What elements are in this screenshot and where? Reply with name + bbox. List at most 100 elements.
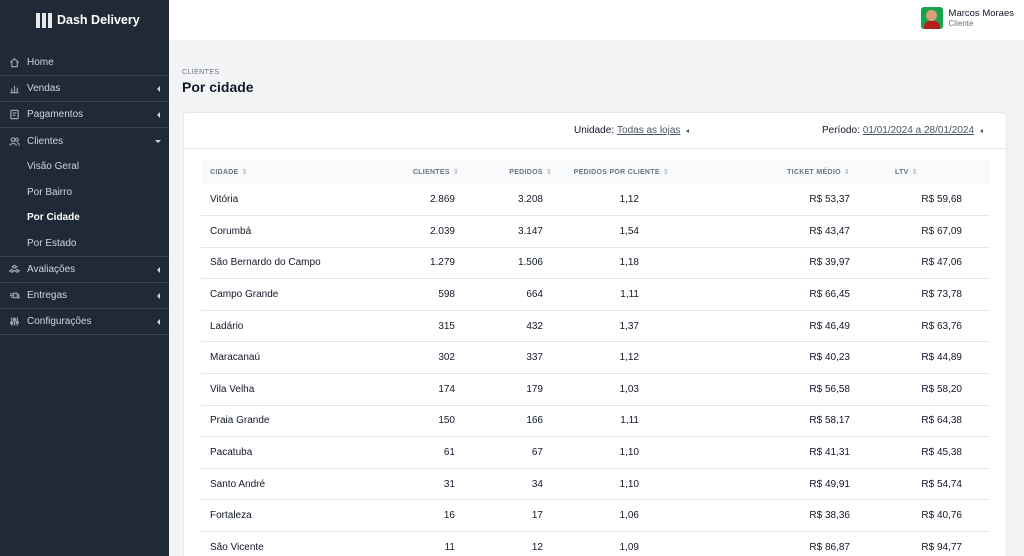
unidade-select[interactable]: Todas as lojas — [617, 125, 681, 136]
table-row[interactable]: Fortaleza 16 17 1,06 R$ 38,36 R$ 40,76 — [201, 500, 990, 532]
cell-cidade: Vitória — [210, 194, 239, 206]
user-menu[interactable]: Marcos Moraes Cliente — [920, 7, 1014, 29]
cell-cidade: Corumbá — [210, 225, 252, 237]
table-header-row: CIDADE ⇕ CLIENTES ⇕ PEDIDOS ⇕ PEDIDOS POR C… — [201, 160, 990, 184]
sidebar-item-pagamentos[interactable]: Pagamentos — [0, 102, 169, 128]
cell-cidade: Campo Grande — [210, 289, 279, 301]
unidade-label: Unidade: — [574, 125, 615, 136]
sidebar-item-label: Entregas — [27, 290, 68, 301]
table-row[interactable]: Pacatuba 61 67 1,10 R$ 41,31 R$ 45,38 — [201, 437, 990, 469]
cell-clientes: 2.039 — [429, 225, 455, 237]
cell-clientes: 174 — [438, 383, 455, 395]
cell-clientes: 16 — [443, 510, 455, 522]
sidebar-item-vendas[interactable]: Vendas — [0, 76, 169, 102]
sliders-icon — [8, 316, 20, 328]
cell-cidade: São Vicente — [210, 541, 264, 553]
column-header-cidade[interactable]: CIDADE ⇕ — [210, 169, 248, 176]
cell-ticket-medio: R$ 58,17 — [809, 415, 850, 427]
table-row[interactable]: Corumbá 2.039 3.147 1,54 R$ 43,47 R$ 67,09 — [201, 216, 990, 248]
avatar — [920, 7, 943, 29]
chevron-left-icon — [157, 267, 160, 273]
sidebar-item-label: Clientes — [27, 135, 64, 147]
cell-pedidos-por-cliente: 1,10 — [619, 478, 639, 490]
filters-bar: Unidade: Todas as lojas Período: 01/01/2… — [184, 113, 1006, 149]
sidebar-item-clientes[interactable]: Clientes — [0, 128, 169, 154]
chevron-left-icon — [157, 112, 160, 118]
cell-pedidos-por-cliente: 1,11 — [620, 415, 639, 427]
sort-icon: ⇕ — [662, 169, 669, 176]
sidebar-item-home[interactable]: Home — [0, 50, 169, 76]
periodo-select[interactable]: 01/01/2024 a 28/01/2024 — [862, 125, 975, 136]
chart-bar-icon — [8, 83, 20, 95]
sidebar-item-avaliacoes[interactable]: Avaliações — [0, 257, 169, 283]
table-body: Vitória 2.869 3.208 1,12 R$ 53,37 R$ 59,68 Cor… — [201, 184, 990, 556]
unidade-filter: Unidade: Todas as lojas — [574, 125, 690, 136]
sort-icon: ⇕ — [545, 169, 552, 176]
cell-pedidos: 432 — [526, 320, 543, 332]
table-row[interactable]: Praia Grande 150 166 1,11 R$ 58,17 R$ 64,38 — [201, 405, 990, 437]
cell-ticket-medio: R$ 46,49 — [809, 320, 850, 332]
cell-cidade: Vila Velha — [210, 383, 255, 395]
sidebar-subitem-por-estado[interactable]: Por Estado — [27, 237, 77, 249]
cubes-icon — [8, 264, 20, 276]
sidebar-subitem-visao-geral[interactable]: Visão Geral — [27, 161, 80, 173]
cell-pedidos-por-cliente: 1,10 — [619, 447, 639, 459]
cell-ltv: R$ 40,76 — [921, 510, 962, 522]
sidebar-item-entregas[interactable]: Entregas — [0, 283, 169, 309]
table-row[interactable]: Vitória 2.869 3.208 1,12 R$ 53,37 R$ 59,68 — [201, 184, 990, 216]
cell-ltv: R$ 47,06 — [921, 257, 962, 269]
cell-cidade: Santo André — [210, 478, 266, 490]
cell-cidade: Fortaleza — [210, 510, 252, 522]
sidebar-item-label: Home — [27, 57, 54, 68]
cell-ltv: R$ 64,38 — [921, 415, 962, 427]
column-header-ltv[interactable]: LTV ⇕ — [895, 169, 918, 176]
cell-pedidos: 1.506 — [517, 257, 543, 269]
breadcrumb: CLIENTES — [182, 69, 220, 76]
table-row[interactable]: Maracanaú 302 337 1,12 R$ 40,23 R$ 44,89 — [201, 342, 990, 374]
column-header-pedidos[interactable]: PEDIDOS ⇕ — [509, 169, 552, 176]
cell-pedidos: 67 — [531, 447, 543, 459]
table-row[interactable]: Santo André 31 34 1,10 R$ 49,91 R$ 54,74 — [201, 468, 990, 500]
column-header-pedidos-por-cliente[interactable]: PEDIDOS POR CLIENTE ⇕ — [573, 169, 669, 176]
table-row[interactable]: Vila Velha 174 179 1,03 R$ 56,58 R$ 58,20 — [201, 374, 990, 406]
cell-pedidos: 337 — [526, 352, 543, 364]
chevron-left-icon[interactable] — [980, 128, 984, 133]
cell-ltv: R$ 59,68 — [921, 194, 962, 206]
sidebar-item-configuracoes[interactable]: Configurações — [0, 309, 169, 335]
cell-clientes: 1.279 — [429, 257, 455, 269]
cell-ticket-medio: R$ 39,97 — [809, 257, 850, 269]
delivery-icon — [8, 290, 20, 302]
cell-clientes: 61 — [443, 447, 455, 459]
cell-clientes: 11 — [444, 541, 455, 553]
cell-ltv: R$ 67,09 — [921, 225, 962, 237]
table-row[interactable]: Ladário 315 432 1,37 R$ 46,49 R$ 63,76 — [201, 310, 990, 342]
cell-pedidos-por-cliente: 1,03 — [619, 383, 639, 395]
cell-ltv: R$ 44,89 — [921, 352, 962, 364]
page-title: Por cidade — [182, 79, 254, 95]
cell-pedidos: 179 — [526, 383, 543, 395]
table-row[interactable]: São Vicente 11 12 1,09 R$ 86,87 R$ 94,77 — [201, 532, 990, 556]
table-row[interactable]: Campo Grande 598 664 1,11 R$ 66,45 R$ 73,78 — [201, 279, 990, 311]
chevron-left-icon[interactable] — [686, 128, 690, 133]
cell-pedidos-por-cliente: 1,12 — [619, 352, 639, 364]
periodo-label: Período: — [822, 125, 860, 136]
brand[interactable]: Dash Delivery — [0, 0, 169, 40]
cell-pedidos-por-cliente: 1,18 — [619, 257, 639, 269]
home-icon — [8, 57, 20, 69]
sidebar-nav: Home Vendas Pagamentos Clientes Visão Ge… — [0, 50, 169, 335]
column-header-clientes[interactable]: CLIENTES ⇕ — [412, 169, 459, 176]
cell-ticket-medio: R$ 49,91 — [809, 478, 850, 490]
cities-table: CIDADE ⇕ CLIENTES ⇕ PEDIDOS ⇕ PEDIDOS POR C… — [201, 160, 990, 556]
sidebar-subitem-por-cidade[interactable]: Por Cidade — [27, 212, 80, 224]
user-role: Cliente — [948, 18, 974, 28]
chevron-left-icon — [157, 86, 160, 92]
column-header-ticket-medio[interactable]: TICKET MÉDIO ⇕ — [787, 169, 850, 176]
cell-pedidos-por-cliente: 1,37 — [619, 320, 639, 332]
sidebar-item-label: Vendas — [27, 83, 61, 94]
table-row[interactable]: São Bernardo do Campo 1.279 1.506 1,18 R$ 39… — [201, 247, 990, 279]
cell-ltv: R$ 45,38 — [921, 447, 962, 459]
cell-ticket-medio: R$ 53,37 — [809, 194, 850, 206]
sort-icon: ⇕ — [911, 169, 918, 176]
sidebar-subitem-por-bairro[interactable]: Por Bairro — [27, 186, 73, 198]
sidebar-item-label: Pagamentos — [27, 109, 84, 120]
